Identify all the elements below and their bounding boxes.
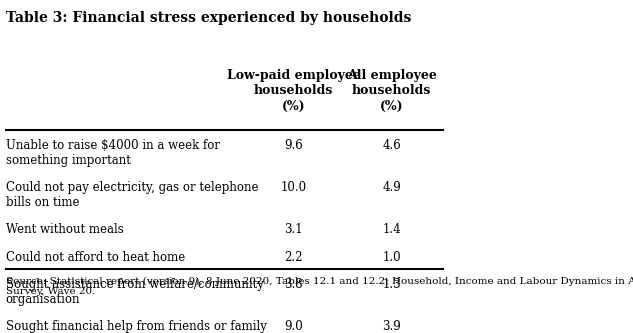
Text: 4.9: 4.9: [382, 181, 401, 194]
Text: All employee
households
(%): All employee households (%): [347, 70, 437, 113]
Text: Could not afford to heat home: Could not afford to heat home: [6, 250, 185, 263]
Text: 1.4: 1.4: [382, 223, 401, 236]
Text: 3.8: 3.8: [284, 278, 303, 291]
Text: 2.2: 2.2: [284, 250, 303, 263]
Text: Went without meals: Went without meals: [6, 223, 123, 236]
Text: 3.1: 3.1: [284, 223, 303, 236]
Text: Source: Statistical report (version 9), 8 June 2020, Tables 12.1 and 12.2; House: Source: Statistical report (version 9), …: [6, 277, 633, 296]
Text: Sought financial help from friends or family: Sought financial help from friends or fa…: [6, 320, 266, 333]
Text: 9.0: 9.0: [284, 320, 303, 333]
Text: 3.9: 3.9: [382, 320, 401, 333]
Text: 10.0: 10.0: [280, 181, 306, 194]
Text: 1.3: 1.3: [382, 278, 401, 291]
Text: 1.0: 1.0: [382, 250, 401, 263]
Text: 9.6: 9.6: [284, 139, 303, 152]
Text: Sought assistance from welfare/community
organisation: Sought assistance from welfare/community…: [6, 278, 264, 306]
Text: Could not pay electricity, gas or telephone
bills on time: Could not pay electricity, gas or teleph…: [6, 181, 258, 209]
Text: Low-paid employee
households
(%): Low-paid employee households (%): [227, 70, 361, 113]
Text: 4.6: 4.6: [382, 139, 401, 152]
Text: Unable to raise $4000 in a week for
something important: Unable to raise $4000 in a week for some…: [6, 139, 220, 167]
Text: Table 3: Financial stress experienced by households: Table 3: Financial stress experienced by…: [6, 11, 411, 25]
